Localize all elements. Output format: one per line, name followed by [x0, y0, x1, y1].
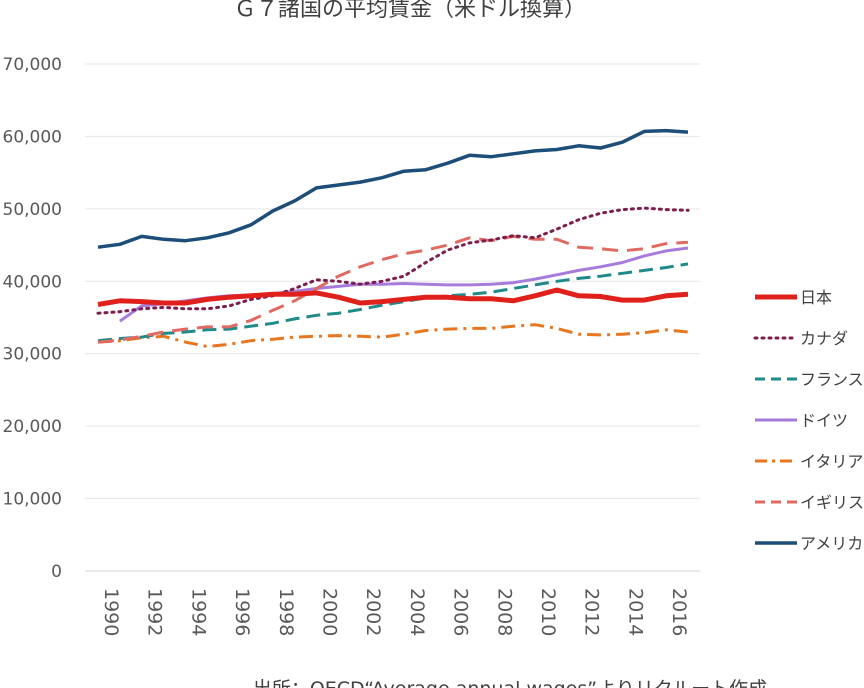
y-tick-label: 30,000: [3, 345, 62, 365]
series-line-アメリカ: [97, 128, 689, 249]
x-tick-label: 2002: [362, 588, 384, 636]
x-tick-label: 1998: [275, 588, 297, 636]
y-tick-label: 10,000: [3, 490, 62, 510]
source-note: 出所：OECD“Average annual wages”よりリクルート作成: [253, 678, 767, 688]
x-tick-label: 2004: [406, 588, 428, 636]
y-tick-label: 50,000: [3, 200, 62, 220]
x-tick-label: 2012: [581, 588, 603, 636]
legend-label: カナダ: [800, 329, 848, 348]
x-tick-label: 2014: [624, 588, 646, 636]
y-axis-ticks: 0 10,000 20,000 30,000 40,000 50,000 60,000 70,…: [3, 55, 62, 582]
series-line-イタリア: [97, 323, 689, 348]
legend-label: フランス: [800, 370, 864, 389]
x-tick-label: 2000: [319, 588, 341, 636]
y-tick-label: 40,000: [3, 272, 62, 292]
series-line-イギリス: [97, 234, 689, 344]
x-tick-label: 2006: [450, 588, 472, 636]
legend-label: アメリカ: [800, 534, 863, 553]
x-axis-ticks: 1990 1992 1994 1996 1998 2000 2002 2004 2006 2008…: [100, 588, 690, 636]
series-line-カナダ: [96, 206, 690, 315]
legend-label: イギリス: [800, 493, 864, 512]
x-tick-label: 1992: [144, 588, 166, 636]
y-tick-label: 70,000: [3, 55, 62, 75]
legend-label: ドイツ: [800, 411, 848, 430]
x-tick-label: 2008: [493, 588, 515, 636]
gridlines: [85, 63, 700, 572]
x-tick-label: 1996: [231, 588, 253, 636]
x-tick-label: 1994: [187, 588, 209, 636]
series-line-フランス: [97, 262, 689, 343]
chart-title: Ｇ７諸国の平均賃金（米ドル換算）: [234, 0, 586, 22]
x-tick-label: 2010: [537, 588, 559, 636]
x-tick-label: 2016: [668, 588, 690, 636]
y-tick-label: 0: [51, 562, 62, 582]
series-line-日本: [97, 287, 689, 307]
legend-label: 日本: [800, 288, 832, 307]
legend-label: イタリア: [800, 452, 863, 471]
y-tick-label: 20,000: [3, 417, 62, 437]
y-tick-label: 60,000: [3, 127, 62, 147]
series-lines: [96, 128, 690, 348]
x-tick-label: 1990: [100, 588, 122, 636]
